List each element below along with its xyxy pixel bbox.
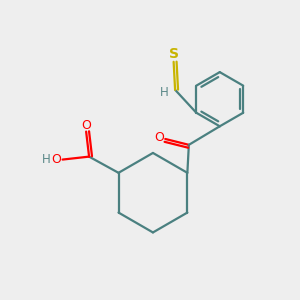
Text: S: S (169, 47, 178, 61)
Text: H: H (160, 86, 168, 99)
Text: H: H (42, 153, 51, 166)
Text: O: O (154, 131, 164, 144)
Text: O: O (81, 118, 91, 132)
Text: O: O (51, 153, 61, 166)
